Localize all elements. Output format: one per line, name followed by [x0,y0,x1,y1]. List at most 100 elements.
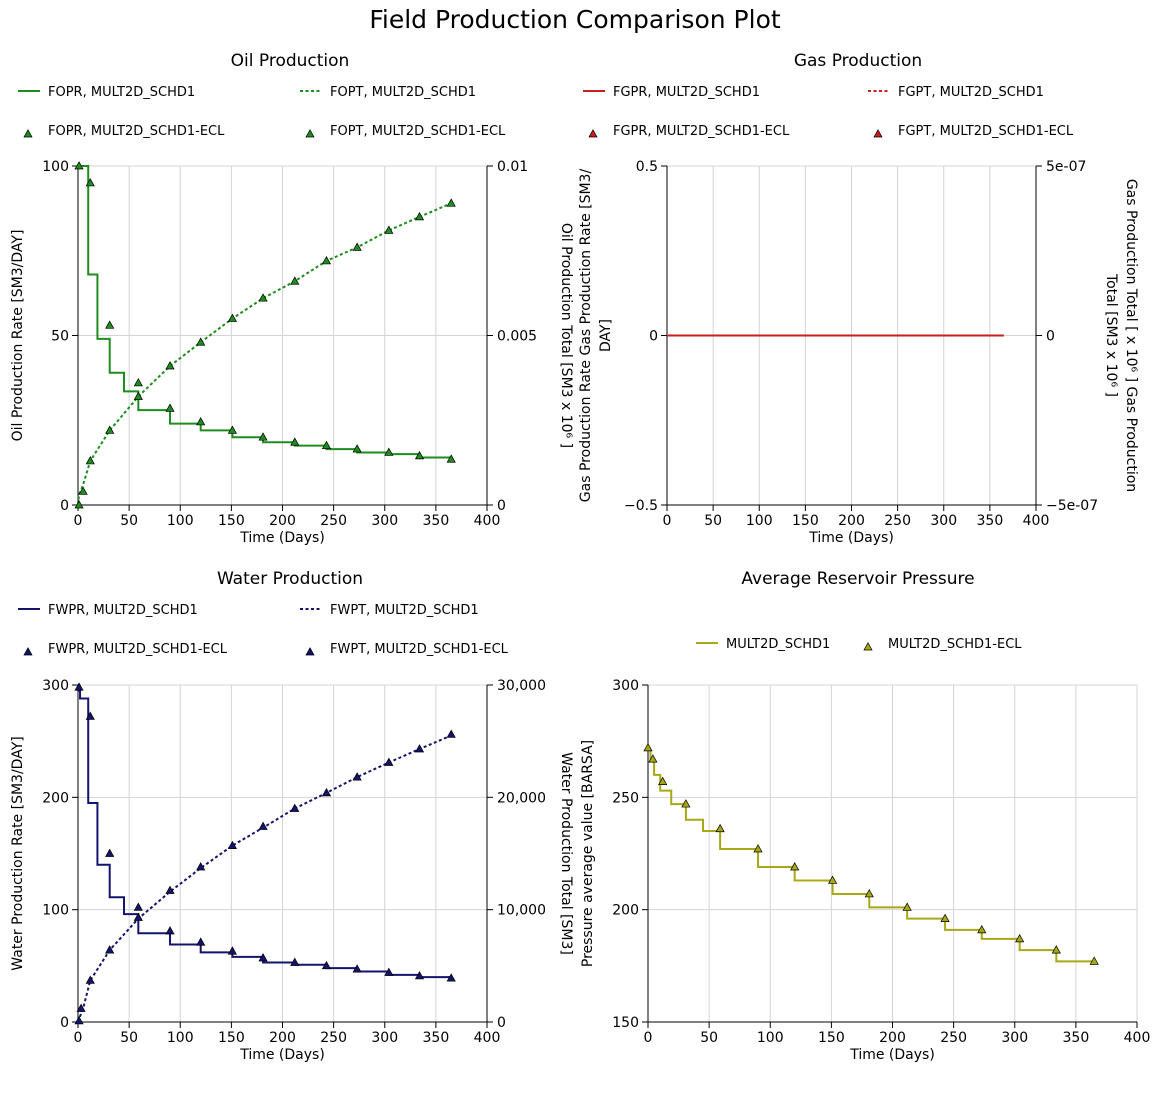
water-series-3-marker [258,821,268,830]
oil-x-tick-label: 350 [423,513,450,529]
pressure-series-1-marker [828,875,838,884]
gas-x-axis-label: Time (Days) [808,530,894,546]
pressure-series-1-marker [977,924,987,934]
water-y2-tick-label: 10,000 [497,903,546,919]
oil-series-3-marker [133,391,143,400]
water-x-tick-label: 300 [371,1030,398,1046]
page-title: Field Production Comparison Plot [369,5,781,34]
oil-legend-swatch [305,129,315,138]
water-x-axis-label: Time (Days) [239,1047,325,1063]
water-series-2-marker [258,953,268,962]
water-legend-swatch [305,647,315,656]
oil-y2-axis-label: Oil Production Total [SM3 x 10⁶ ] [558,223,574,448]
oil-series-2-marker [352,444,362,453]
oil-series-3-marker [384,225,394,234]
oil-series-3-marker [227,313,237,322]
oil-series-2-marker [258,432,268,441]
gas-legend-label: FGPT, MULT2D_SCHD1-ECL [898,124,1074,139]
oil-y-tick-label: 50 [51,329,69,345]
oil-legend-item: FOPT, MULT2D_SCHD1 [300,85,476,100]
oil-series-3-marker [290,276,300,285]
gas-legend-item: FGPT, MULT2D_SCHD1-ECL [873,124,1074,139]
oil-x-tick-label: 400 [474,513,501,529]
oil-x-tick-label: 250 [320,513,347,529]
water-series-2-marker [414,971,425,980]
gas-y-tick-label: −0.5 [624,498,658,514]
oil-x-tick-label: 200 [269,513,296,529]
oil-series-2-marker [227,425,237,434]
oil-legend-swatch [23,129,33,138]
water-x-tick-label: 0 [74,1030,83,1046]
water-series-3-marker [290,803,300,812]
oil-title: Oil Production [231,51,350,71]
pressure-series-1-marker [902,902,912,911]
oil-x-tick-label: 0 [74,513,83,529]
oil-series-2-marker [105,320,115,329]
water-y-tick-label: 0 [60,1015,69,1031]
pressure-series-1-marker [864,889,874,898]
pressure-x-tick-label: 50 [700,1030,718,1046]
pressure-x-tick-label: 200 [879,1030,906,1046]
oil-series-1-line [77,202,452,506]
oil-series-3-marker [74,500,84,509]
oil-legend-label: FOPT, MULT2D_SCHD1 [330,85,476,100]
gas-y-axis-label: Gas Production Rate Gas Production Rate … [578,169,594,503]
oil-series-3-marker [85,456,95,465]
oil-series-2-marker [74,161,84,170]
water-x-tick-label: 350 [423,1030,450,1046]
oil-series-3-marker [196,337,206,346]
oil-series-2-marker [85,178,95,187]
oil-x-tick-label: 300 [371,513,398,529]
pressure-legend-item: MULT2D_SCHD1-ECL [863,637,1022,652]
gas-x-tick-label: 100 [746,513,773,529]
gas-legend-swatch [588,129,598,138]
gas-y2-axis-label: Total [SM3 x 10⁶ ] [1103,273,1119,397]
gas-legend-label: FGPR, MULT2D_SCHD1 [613,85,760,100]
oil-series-0-line [78,165,453,460]
water-y-tick-label: 200 [42,790,69,806]
oil-y2-tick-label: 0.005 [497,329,537,345]
water-series-3-marker [227,840,237,849]
water-legend-label: FWPR, MULT2D_SCHD1-ECL [48,642,228,657]
pressure-x-tick-label: 350 [1063,1030,1090,1046]
pressure-series-1-marker [1089,956,1099,965]
water-y-tick-label: 100 [42,903,69,919]
water-series-3-marker [352,772,362,781]
gas-y2-axis-label: Gas Production Total [ x 10⁶ ] Gas Produ… [1123,179,1139,492]
pressure-series-1-marker [648,754,658,763]
water-x-tick-label: 50 [120,1030,138,1046]
water-series-2-marker [446,973,456,982]
oil-series-3-marker [446,198,456,207]
water-legend-item: FWPT, MULT2D_SCHD1-ECL [305,642,509,657]
water-y-axis-label: Water Production Rate [SM3/DAY] [10,736,26,970]
water-y-tick-label: 300 [42,678,69,694]
water-x-tick-label: 200 [269,1030,296,1046]
water-series-2-marker [352,964,362,973]
water-series-3-marker [85,975,95,984]
oil-series-3-marker [78,486,88,495]
gas-x-tick-label: 150 [792,513,819,529]
water-series-2-marker [105,848,115,857]
water-series-2-marker [290,957,300,966]
water-series-3-marker [414,744,425,753]
oil-x-tick-label: 50 [120,513,138,529]
water-series-2-marker [165,926,175,935]
pressure-x-tick-label: 150 [818,1030,845,1046]
water-series-3-marker [74,1015,84,1025]
gas-y-axis-label: DAY] [598,319,614,352]
oil-series-3-marker [165,361,175,370]
oil-legend-item: FOPT, MULT2D_SCHD1-ECL [305,124,506,139]
oil-series-2-marker [133,378,143,387]
pressure-y-axis-label: Pressure average value [BARSA] [580,740,596,967]
water-legend-label: FWPR, MULT2D_SCHD1 [48,603,198,618]
oil-series-2-marker [446,454,456,463]
gas-x-tick-label: 0 [663,513,672,529]
water-x-tick-label: 250 [320,1030,347,1046]
oil-legend-item: FOPR, MULT2D_SCHD1-ECL [23,124,225,139]
pressure-title: Average Reservoir Pressure [741,569,974,589]
water-y2-tick-label: 30,000 [497,678,546,694]
panel-water: Water Production 0 50 100 150 200 250 300 350 400… [10,569,574,1063]
water-series-3-marker [133,912,143,921]
